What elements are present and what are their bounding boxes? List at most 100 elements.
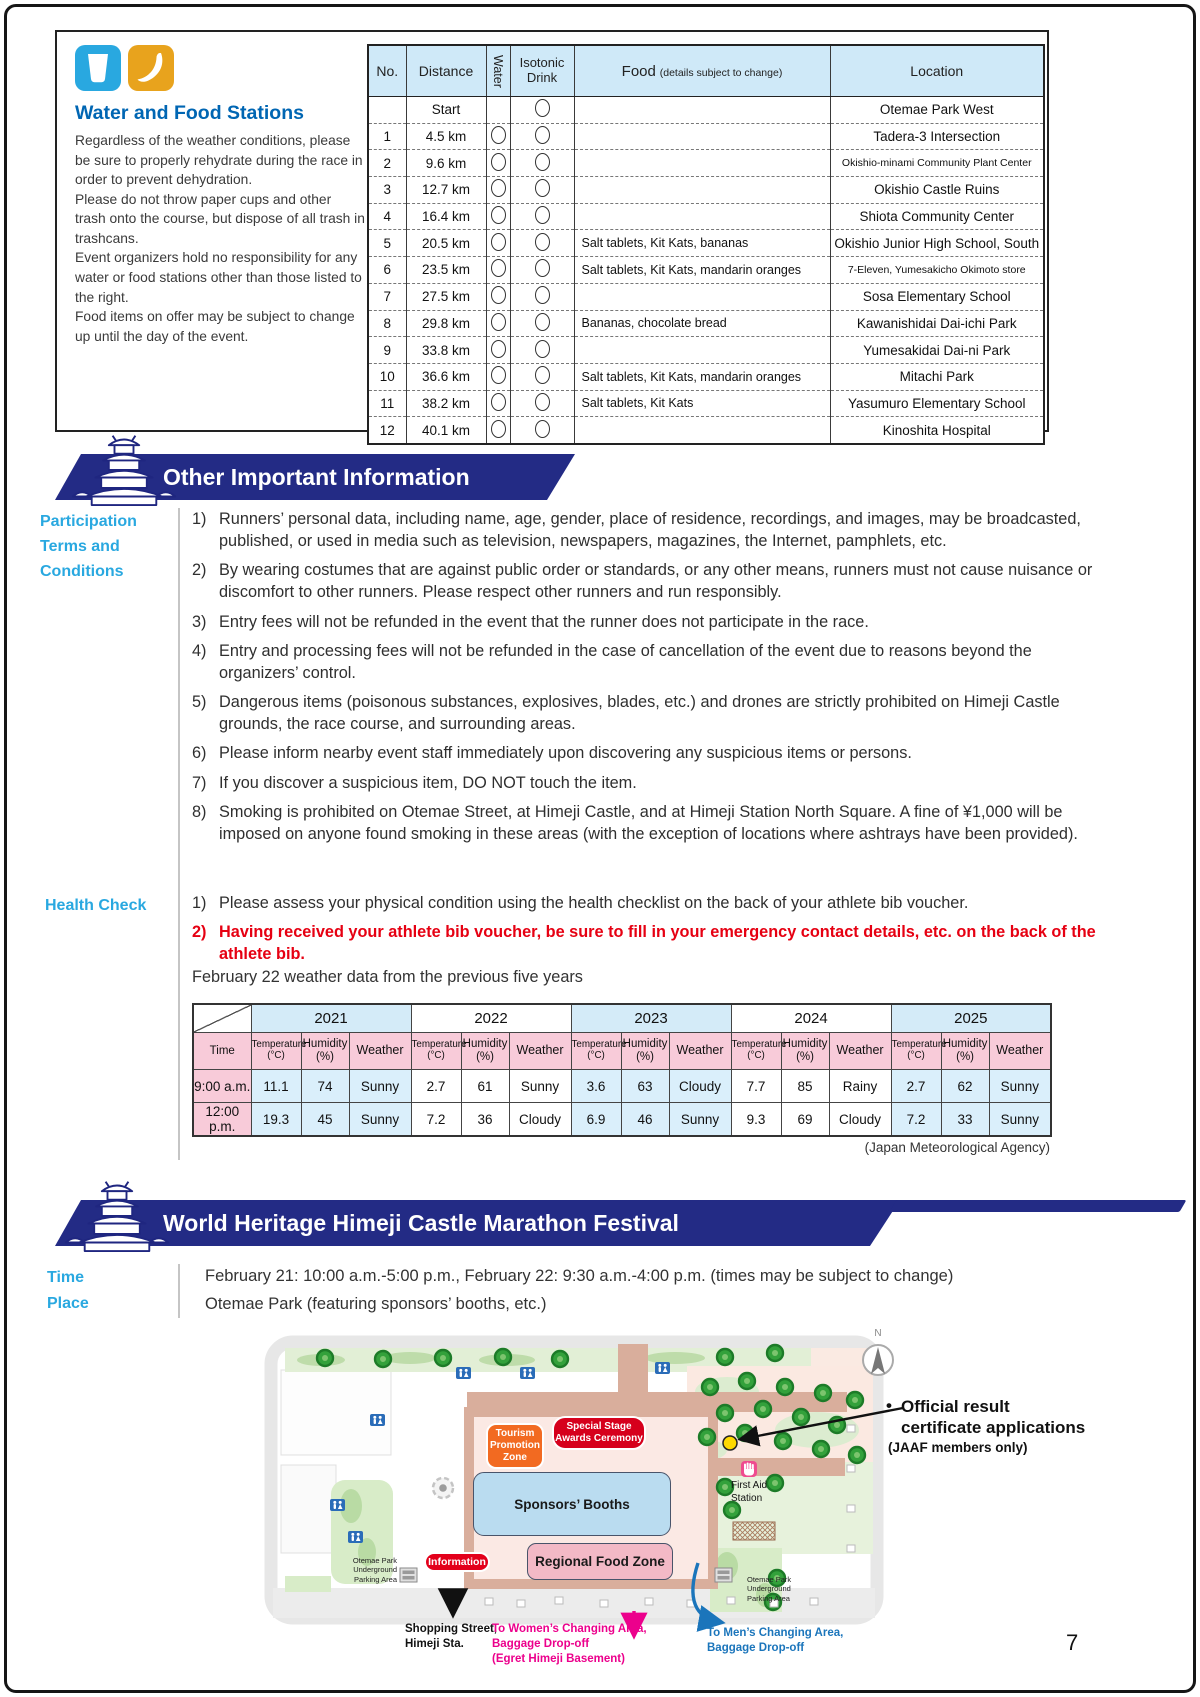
isotonic-circle-mark (534, 339, 550, 358)
col-water: Water (485, 45, 510, 97)
weather-humidity: 63 (620, 1069, 670, 1103)
weather-humidity: 46 (620, 1102, 670, 1137)
weather-humidity: 36 (460, 1102, 510, 1137)
station-water (485, 149, 510, 177)
weather-col-humidity: Humidity (%) (300, 1032, 350, 1070)
water-food-paragraph: Food items on offer may be subject to ch… (75, 309, 355, 344)
list-item-text: If you discover a suspicious item, DO NO… (219, 773, 637, 792)
station-location: Kinoshita Hospital (829, 416, 1044, 444)
list-item-number: 4) (192, 641, 207, 660)
weather-col-temperature: Temperature (°C) (890, 1032, 947, 1070)
weather-condition: Sunny (988, 1102, 1052, 1137)
banana-icon (128, 45, 174, 96)
weather-col-humidity: Humidity (%) (940, 1032, 990, 1070)
water-food-paragraph: Regardless of the weather conditions, pl… (75, 133, 363, 188)
weather-humidity: 62 (940, 1069, 990, 1103)
weather-col-temperature: Temperature (°C) (730, 1032, 787, 1070)
weather-time-header: Time (192, 1032, 252, 1070)
weather-col-humidity: Humidity (%) (620, 1032, 670, 1070)
weather-col-temperature: Temperature (°C) (250, 1032, 307, 1070)
station-location: Sosa Elementary School (829, 282, 1044, 310)
station-isotonic (509, 96, 574, 124)
station-food: Salt tablets, Kit Kats, mandarin oranges (573, 256, 830, 284)
station-food (573, 202, 830, 230)
station-water (485, 416, 510, 444)
festival-banner: World Heritage Himeji Castle Marathon Fe… (55, 1200, 900, 1246)
station-distance: 9.6 km (405, 149, 486, 177)
station-food (573, 336, 830, 364)
station-location: 7-Eleven, Yumesakicho Okimoto store (829, 256, 1044, 284)
station-food (573, 149, 830, 177)
weather-year: 2022 (410, 1003, 572, 1033)
festival-banner-bar (889, 1200, 1187, 1212)
weather-humidity: 45 (300, 1102, 350, 1137)
list-item-text: By wearing costumes that are against pub… (219, 561, 1093, 602)
station-location: Shiota Community Center (829, 202, 1044, 230)
isotonic-circle-mark (534, 312, 550, 331)
weather-year: 2025 (890, 1003, 1052, 1033)
water-cup-icon (75, 45, 121, 96)
other-info-banner-title: Other Important Information (163, 463, 470, 490)
station-row: 11 38.2 km Salt tablets, Kit Kats Yasumuro … (368, 389, 1044, 417)
weather-year: 2023 (570, 1003, 732, 1033)
sponsors-booths-area: Sponsors’ Booths (473, 1472, 671, 1536)
station-isotonic (509, 282, 574, 310)
station-row: 9 33.8 km Yumesakidai Dai-ni Park (368, 336, 1044, 364)
col-food-note: (details subject to change) (659, 66, 783, 79)
station-isotonic (509, 389, 574, 417)
himeji-castle-icon (58, 1176, 176, 1257)
station-water (485, 122, 510, 150)
water-circle-mark (490, 179, 506, 198)
section-divider (178, 508, 180, 1160)
station-distance: 29.8 km (405, 309, 486, 337)
list-item: 7) If you discover a suspicious item, DO … (192, 772, 1098, 794)
list-item: 1) Runners’ personal data, including name… (192, 508, 1098, 552)
isotonic-circle-mark (534, 419, 550, 438)
station-distance: 4.5 km (405, 122, 486, 150)
station-isotonic (509, 122, 574, 150)
col-distance: Distance (405, 45, 486, 97)
station-no: 12 (368, 416, 406, 444)
list-item-number: 8) (192, 802, 207, 821)
health-check-list: 1) Please assess your physical condition … (192, 892, 1098, 972)
list-item-text: Please assess your physical condition us… (219, 894, 969, 912)
list-item-number: 1) (192, 510, 207, 528)
weather-year-row: 2021 2022 2023 2024 2025 (192, 1003, 1052, 1033)
station-no: 2 (368, 149, 406, 177)
station-water (485, 202, 510, 230)
station-food: Bananas, chocolate bread (573, 309, 830, 337)
station-water (485, 336, 510, 364)
weather-temperature: 3.6 (570, 1069, 622, 1103)
stations-header-row: No. Distance Water Isotonic Drink Food (… (368, 45, 1044, 97)
list-item-text: Runners’ personal data, including name, … (219, 510, 1081, 551)
list-item-text: Having received your athlete bib voucher… (219, 923, 1096, 964)
list-item: 1) Please assess your physical condition … (192, 892, 1098, 914)
station-isotonic (509, 202, 574, 230)
station-no: 6 (368, 256, 406, 284)
station-no: 4 (368, 202, 406, 230)
station-row: 6 23.5 km Salt tablets, Kit Kats, mandarin… (368, 256, 1044, 284)
station-water (485, 229, 510, 257)
station-location: Okishio Junior High School, South (829, 229, 1044, 257)
women-changing-label: To Women’s Changing Area, Baggage Drop-o… (492, 1623, 647, 1665)
weather-time: 12:00 p.m. (192, 1102, 252, 1137)
water-circle-mark (490, 392, 506, 411)
list-item-number: 5) (192, 693, 207, 712)
weather-col-humidity: Humidity (%) (460, 1032, 510, 1070)
weather-col-weather: Weather (668, 1032, 732, 1070)
isotonic-circle-mark (534, 152, 550, 171)
isotonic-circle-mark (534, 126, 550, 145)
station-food (573, 416, 830, 444)
first-aid-station-label: First Aid Station (731, 1480, 768, 1504)
weather-table: 2021 2022 2023 2024 2025 Time Temperature (°C)… (192, 1003, 1053, 1137)
station-food: Salt tablets, Kit Kats, bananas (573, 229, 830, 257)
information-label: Information (426, 1554, 488, 1570)
station-row: Start Otemae Park West (368, 96, 1044, 124)
shopping-street-label: Shopping Street, Himeji Sta. (405, 1623, 497, 1650)
water-circle-mark (490, 232, 506, 251)
station-no: 1 (368, 122, 406, 150)
isotonic-circle-mark (534, 286, 550, 305)
water-circle-mark (490, 286, 506, 305)
weather-temperature: 2.7 (410, 1069, 462, 1103)
